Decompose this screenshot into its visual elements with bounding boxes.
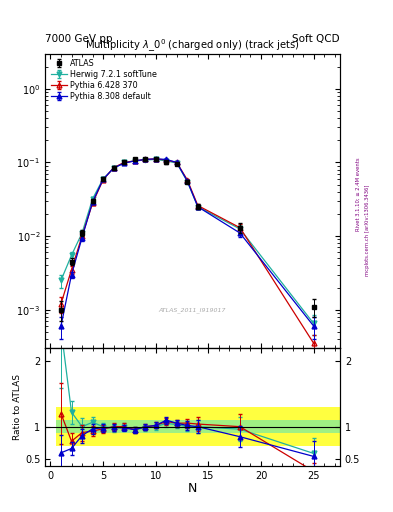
- X-axis label: N: N: [188, 482, 197, 495]
- Bar: [119, 407, 129, 446]
- Bar: [140, 420, 151, 433]
- Bar: [108, 420, 119, 433]
- Bar: [98, 407, 108, 446]
- Bar: [161, 420, 171, 433]
- Title: Multiplicity $\lambda\_0^0$ (charged only) (track jets): Multiplicity $\lambda\_0^0$ (charged onl…: [85, 37, 300, 54]
- Bar: [77, 407, 87, 446]
- Bar: [98, 420, 108, 433]
- Bar: [119, 420, 129, 433]
- Bar: [171, 407, 182, 446]
- Text: 7000 GeV pp: 7000 GeV pp: [45, 33, 113, 44]
- Bar: [140, 407, 151, 446]
- Text: ATLAS_2011_I919017: ATLAS_2011_I919017: [159, 307, 226, 313]
- Bar: [214, 420, 277, 433]
- Bar: [182, 407, 193, 446]
- Bar: [182, 420, 193, 433]
- Bar: [277, 420, 351, 433]
- Bar: [171, 420, 182, 433]
- Bar: [77, 420, 87, 433]
- Bar: [129, 407, 140, 446]
- Bar: [66, 420, 77, 433]
- Bar: [161, 407, 171, 446]
- Bar: [56, 407, 66, 446]
- Bar: [151, 407, 161, 446]
- Legend: ATLAS, Herwig 7.2.1 softTune, Pythia 6.428 370, Pythia 8.308 default: ATLAS, Herwig 7.2.1 softTune, Pythia 6.4…: [49, 58, 159, 103]
- Text: Soft QCD: Soft QCD: [292, 33, 340, 44]
- Text: mcplots.cern.ch [arXiv:1306.3436]: mcplots.cern.ch [arXiv:1306.3436]: [365, 185, 371, 276]
- Bar: [151, 420, 161, 433]
- Bar: [66, 407, 77, 446]
- Bar: [87, 420, 98, 433]
- Bar: [108, 407, 119, 446]
- Bar: [277, 407, 351, 446]
- Bar: [214, 407, 277, 446]
- Y-axis label: Ratio to ATLAS: Ratio to ATLAS: [13, 374, 22, 440]
- Bar: [193, 420, 214, 433]
- Bar: [56, 420, 66, 433]
- Bar: [129, 420, 140, 433]
- Bar: [193, 407, 214, 446]
- Text: Rivet 3.1.10; ≥ 2.4M events: Rivet 3.1.10; ≥ 2.4M events: [356, 158, 361, 231]
- Bar: [87, 407, 98, 446]
